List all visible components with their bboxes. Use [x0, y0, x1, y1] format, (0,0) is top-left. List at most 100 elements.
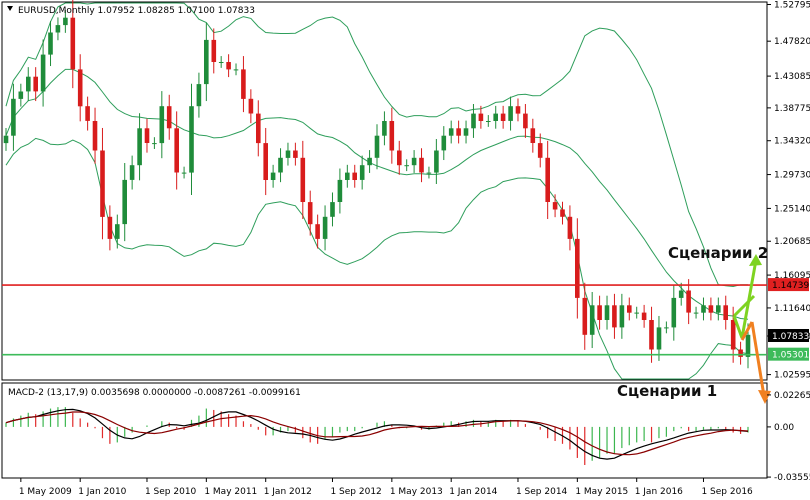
candle-bullish [634, 312, 639, 314]
candle-bullish [63, 17, 68, 26]
time-tick-label: 1 May 2011 [204, 487, 257, 497]
candle-bullish [270, 172, 276, 180]
candle-bullish [285, 150, 291, 158]
candle-bearish [315, 224, 320, 239]
candle-bullish [330, 202, 335, 217]
macd-signal-line [5, 411, 749, 456]
bollinger-lower-band [5, 137, 749, 380]
candle-bullish [40, 54, 46, 92]
scenario-2-label: Сценарии 2 [668, 244, 768, 262]
candle-bearish [537, 143, 543, 158]
candle-bearish [211, 39, 217, 62]
candle-bearish [352, 172, 357, 180]
candle-bullish [426, 172, 432, 174]
candle-bullish [55, 25, 61, 33]
price-tick-label: 1.47820 [774, 37, 810, 47]
candle-bearish [456, 128, 461, 136]
time-tick-label: 1 May 2009 [19, 487, 72, 497]
candle-bullish [196, 84, 202, 107]
time-tick-label: 1 Jan 2016 [635, 487, 683, 497]
candle-bullish [589, 305, 595, 335]
candle-bullish [26, 76, 31, 92]
candle-bullish [322, 216, 328, 239]
candle-bullish [204, 39, 209, 85]
candle-bearish [226, 62, 231, 70]
price-tick-label: 1.52795 [774, 1, 810, 11]
candle-bullish [218, 62, 224, 63]
candle-bullish [693, 312, 699, 314]
candle-bearish [77, 69, 83, 107]
time-tick-label: 1 Sep 2016 [701, 487, 753, 497]
candle-bullish [671, 297, 677, 328]
time-tick-label: 1 Jan 2012 [264, 487, 312, 497]
candle-bearish [575, 238, 580, 298]
candle-bullish [411, 157, 417, 166]
candle-bearish [100, 150, 105, 217]
candle-bullish [159, 106, 165, 144]
candle-bullish [434, 150, 439, 173]
price-label-current-text: 1.07833 [772, 332, 809, 342]
time-tick-label: 1 Jan 2014 [449, 487, 497, 497]
candle-bearish [307, 202, 313, 225]
candle-bullish [367, 157, 372, 166]
candle-bullish [448, 128, 454, 136]
candle-bullish [604, 305, 610, 320]
time-tick-label: 1 May 2013 [390, 487, 443, 497]
price-tick-label: 1.02595 [774, 371, 810, 381]
candle-bearish [300, 157, 306, 202]
candle-bullish [359, 165, 365, 180]
candle-bearish [389, 121, 395, 151]
macd-main-line [5, 408, 749, 460]
candle-bullish [374, 135, 380, 158]
candle-bearish [641, 312, 647, 320]
candle-bullish [486, 121, 491, 122]
candle-bullish [382, 121, 387, 136]
chart-header: EURUSD,Monthly 1.07952 1.08285 1.07100 1… [18, 6, 255, 16]
price-series-layer [3, 0, 751, 380]
candle-bullish [619, 305, 625, 328]
time-tick-label: 1 Sep 2014 [516, 487, 568, 497]
candle-bearish [560, 209, 565, 217]
candle-bullish [122, 179, 127, 225]
candle-bullish [189, 106, 194, 173]
candle-bullish [493, 113, 498, 121]
candle-bullish [345, 172, 350, 180]
candle-bullish [3, 135, 9, 144]
candle-bullish [18, 91, 24, 99]
price-tick-label: 1.20685 [774, 237, 810, 247]
candle-bullish [337, 179, 343, 202]
candle-bullish [471, 113, 476, 129]
candle-bearish [478, 113, 484, 121]
candle-bearish [738, 349, 743, 357]
candle-bearish [419, 157, 424, 173]
candle-bullish [441, 135, 447, 151]
price-label-resistance [768, 278, 809, 292]
candle-bearish [500, 113, 506, 121]
candle-bearish [85, 106, 90, 121]
candle-bearish [552, 202, 558, 210]
candle-bearish [567, 216, 573, 239]
macd-series-layer [5, 407, 749, 466]
scenario-1-label: Сценарии 1 [617, 382, 717, 400]
price-tick-label: 1.43085 [774, 72, 810, 82]
candle-bearish [70, 17, 76, 70]
candle-bearish [582, 297, 588, 335]
price-axis: 1.52795 1.47820 1.43085 1.38775 1.34320 1.297… [767, 1, 810, 381]
candle-bearish [174, 128, 179, 173]
candle-bullish [129, 165, 135, 180]
candle-bearish [723, 305, 728, 320]
candle-bullish [404, 165, 409, 167]
price-tick-label: 1.34320 [774, 137, 810, 147]
time-tick-label: 1 Jan 2010 [78, 487, 126, 497]
price-label-support [768, 347, 809, 361]
candle-bullish [181, 172, 187, 174]
candle-bullish [508, 106, 513, 121]
candle-bullish [664, 327, 669, 329]
bollinger-upper-band [5, 2, 748, 288]
chart-header-arrow-icon [7, 6, 13, 11]
time-tick-label: 1 Sep 2012 [330, 487, 381, 497]
price-label-support-text: 1.05301 [772, 351, 809, 361]
